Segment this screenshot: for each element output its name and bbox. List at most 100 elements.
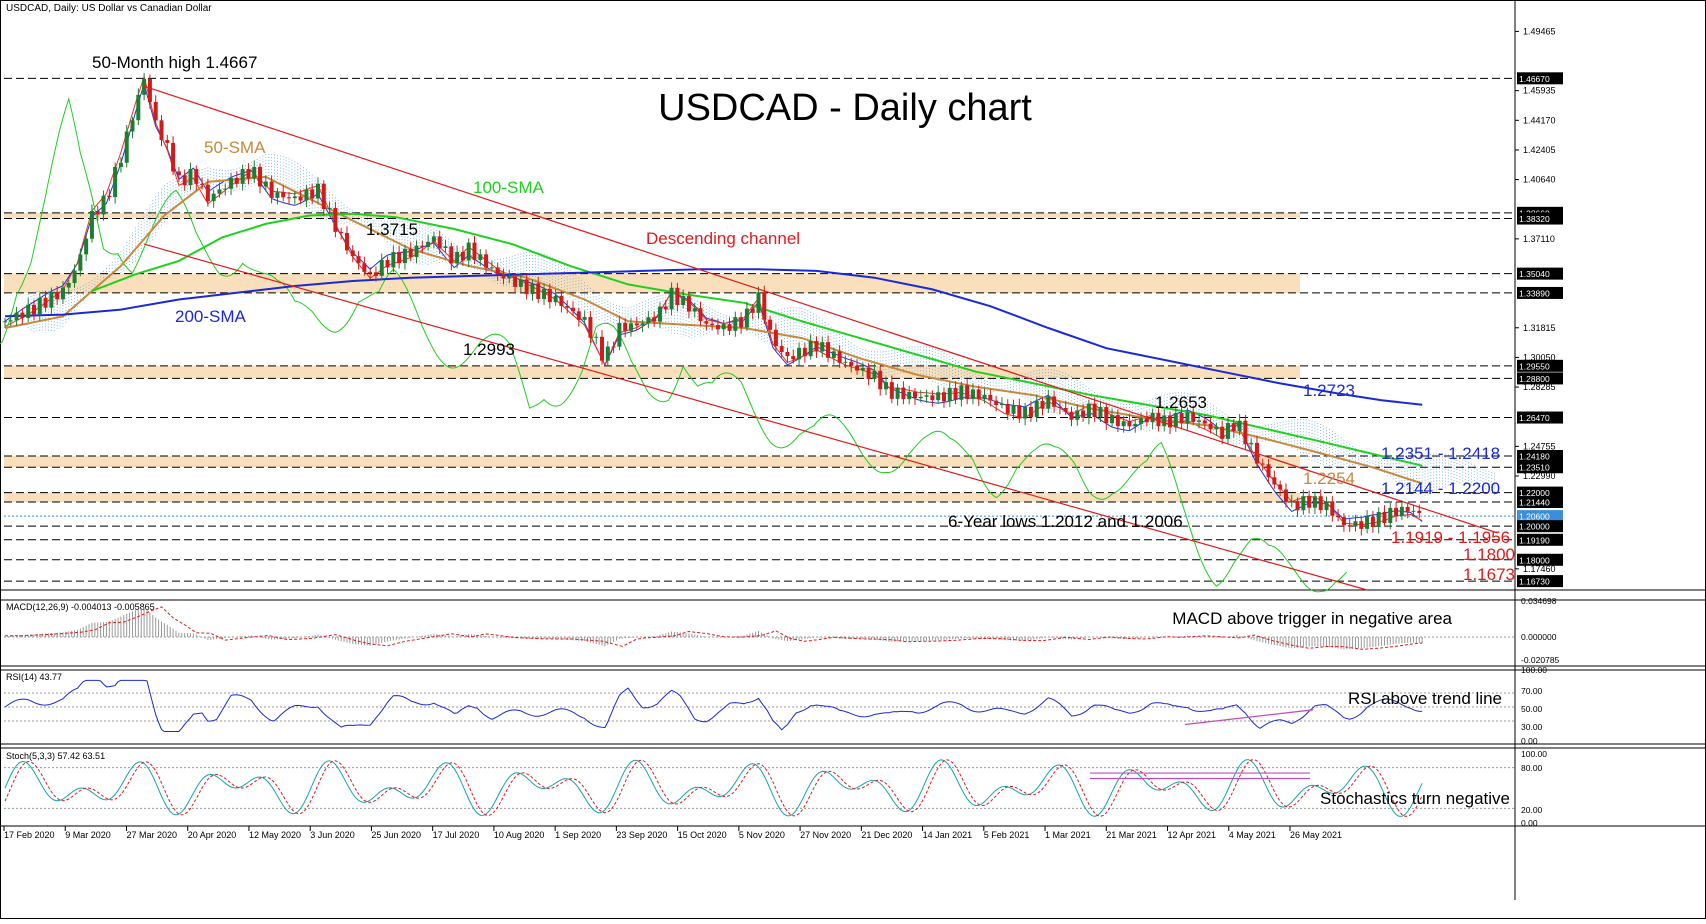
candle-body xyxy=(211,193,216,202)
support-resistance-zone xyxy=(4,455,1300,468)
stoch-title: Stoch(5,3,3) 57.42 63.51 xyxy=(6,751,105,761)
candle-body xyxy=(333,207,338,232)
candle-body xyxy=(617,322,622,347)
candle-body xyxy=(1231,423,1236,432)
candle-body xyxy=(501,274,506,279)
candle-body xyxy=(704,321,709,324)
candle-body xyxy=(692,308,697,312)
candle-body xyxy=(542,288,547,299)
candle-body xyxy=(287,197,292,199)
candle-body xyxy=(1197,420,1202,422)
candle-body xyxy=(298,196,303,201)
macd-tick-label: 0.000000 xyxy=(1521,632,1557,642)
annotation-8: 1.2723 xyxy=(1303,381,1355,400)
candle-body xyxy=(124,131,129,163)
candle-body xyxy=(118,162,123,167)
price-tag-box xyxy=(1517,461,1563,474)
candle-body xyxy=(373,272,378,276)
annotation-15: 1.1673 xyxy=(1463,565,1515,584)
candle-body xyxy=(640,323,645,326)
candle-body xyxy=(1359,521,1364,529)
price-tick-label: 1.28285 xyxy=(1523,382,1556,392)
candle-body xyxy=(1011,405,1016,414)
rsi-tick-label: 30.00 xyxy=(1521,722,1543,732)
annotation-12: 6-Year lows 1.2012 and 1.2006 xyxy=(948,512,1183,531)
candle-body xyxy=(310,189,315,199)
candle-body xyxy=(84,238,89,255)
candle-body xyxy=(797,347,802,360)
candle-body xyxy=(994,400,999,405)
sma-line-200-sma xyxy=(4,268,1423,406)
candle-body xyxy=(1191,412,1196,422)
price-tag-label: 1.29550 xyxy=(1519,361,1550,371)
candle-body xyxy=(1110,415,1115,424)
candle-body xyxy=(681,296,686,306)
candle-body xyxy=(26,304,31,318)
candle-body xyxy=(1017,405,1022,419)
annotation-4: Descending channel xyxy=(646,229,800,248)
x-tick-label: 27 Nov 2020 xyxy=(800,830,851,840)
candle-body xyxy=(1086,403,1091,418)
candle-body xyxy=(153,101,158,121)
candle-body xyxy=(55,291,60,300)
candle-body xyxy=(547,288,552,303)
candles xyxy=(3,72,1422,536)
price-tick-label: 1.22990 xyxy=(1523,471,1556,481)
candle-body xyxy=(907,391,912,400)
candle-body xyxy=(43,297,48,308)
candle-body xyxy=(1301,496,1306,511)
candle-body xyxy=(113,166,118,198)
candle-body xyxy=(982,394,987,400)
candle-body xyxy=(965,385,970,400)
candle-body xyxy=(223,188,228,190)
candle-body xyxy=(814,340,819,352)
candle-body xyxy=(657,306,662,322)
annotation-11: 1.2144 - 1.2200 xyxy=(1381,479,1500,498)
candle-body xyxy=(449,246,454,264)
candle-body xyxy=(594,336,599,338)
candle-body xyxy=(327,207,332,210)
candle-body xyxy=(1104,407,1109,424)
candle-body xyxy=(1260,463,1265,465)
x-tick-label: 3 Jun 2020 xyxy=(310,830,355,840)
candle-body xyxy=(130,120,135,132)
candle-body xyxy=(339,231,344,233)
candle-body xyxy=(1225,423,1230,439)
candle-body xyxy=(344,232,349,251)
candle-body xyxy=(101,195,106,215)
candle-body xyxy=(252,166,257,179)
candle-body xyxy=(970,389,975,400)
candle-body xyxy=(60,287,65,300)
annotation-10: 1.2254 xyxy=(1303,469,1355,488)
candle-body xyxy=(646,317,651,324)
annotation-6: 1.2993 xyxy=(463,340,515,359)
rsi-tick-label: 50.00 xyxy=(1521,704,1543,714)
candle-body xyxy=(1312,496,1317,508)
candle-body xyxy=(941,392,946,402)
stoch-d-line xyxy=(4,759,1423,817)
annotation-13: 1.1919 - 1.1956 xyxy=(1391,528,1510,547)
candle-body xyxy=(715,325,720,330)
candle-body xyxy=(918,396,923,399)
candle-body xyxy=(1347,525,1352,527)
x-tick-label: 17 Feb 2020 xyxy=(4,830,55,840)
candle-body xyxy=(872,370,877,379)
candle-body xyxy=(205,184,210,202)
x-tick-label: 15 Oct 2020 xyxy=(678,830,727,840)
candle-body xyxy=(1283,489,1288,503)
candle-body xyxy=(466,242,471,261)
price-tag-label: 1.19190 xyxy=(1519,535,1550,545)
candle-body xyxy=(95,211,100,215)
candle-body xyxy=(889,382,894,399)
price-tick-label: 1.30050 xyxy=(1523,352,1556,362)
candle-body xyxy=(78,254,83,271)
candle-body xyxy=(1318,496,1323,511)
candle-body xyxy=(1405,506,1410,512)
candle-body xyxy=(391,252,396,268)
price-tag-box xyxy=(1517,72,1563,85)
candle-body xyxy=(455,252,460,264)
candle-body xyxy=(988,394,993,401)
x-tick-label: 12 May 2020 xyxy=(249,830,301,840)
candle-body xyxy=(368,271,373,273)
